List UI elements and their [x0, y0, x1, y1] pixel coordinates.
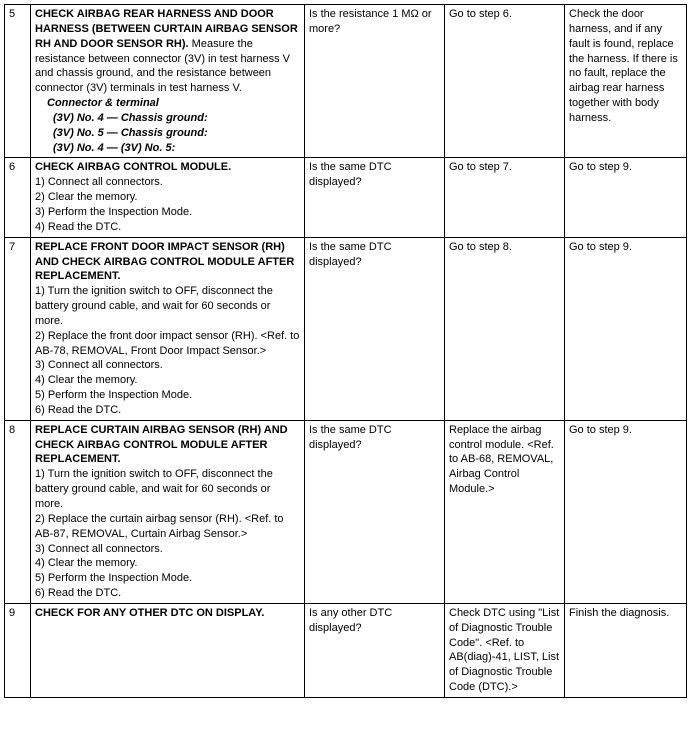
- no-cell: Go to step 9.: [565, 420, 687, 603]
- step-line: 6) Read the DTC.: [35, 404, 121, 416]
- step-cell: CHECK AIRBAG REAR HARNESS AND DOOR HARNE…: [31, 5, 305, 158]
- step-cell: REPLACE FRONT DOOR IMPACT SENSOR (RH) AN…: [31, 237, 305, 420]
- table-row: 9 CHECK FOR ANY OTHER DTC ON DISPLAY. Is…: [5, 603, 687, 697]
- step-subheading: Connector & terminal: [35, 96, 300, 111]
- question-cell: Is the same DTC displayed?: [305, 237, 445, 420]
- step-line: 1) Turn the ignition switch to OFF, disc…: [35, 468, 273, 510]
- yes-cell: Check DTC using "List of Diagnostic Trou…: [445, 603, 565, 697]
- table-row: 5 CHECK AIRBAG REAR HARNESS AND DOOR HAR…: [5, 5, 687, 158]
- table-row: 8 REPLACE CURTAIN AIRBAG SENSOR (RH) AND…: [5, 420, 687, 603]
- step-title: REPLACE CURTAIN AIRBAG SENSOR (RH) AND C…: [35, 424, 288, 466]
- step-number: 7: [5, 237, 31, 420]
- yes-cell: Replace the airbag control module. <Ref.…: [445, 420, 565, 603]
- step-line: 1) Turn the ignition switch to OFF, disc…: [35, 285, 273, 327]
- step-title: REPLACE FRONT DOOR IMPACT SENSOR (RH) AN…: [35, 241, 294, 283]
- step-terminal-line: (3V) No. 4 — (3V) No. 5:: [35, 141, 300, 156]
- step-line: 6) Read the DTC.: [35, 587, 121, 599]
- step-cell: CHECK FOR ANY OTHER DTC ON DISPLAY.: [31, 603, 305, 697]
- step-number: 5: [5, 5, 31, 158]
- step-line: 5) Perform the Inspection Mode.: [35, 572, 192, 584]
- question-cell: Is the resistance 1 MΩ or more?: [305, 5, 445, 158]
- step-line: 2) Replace the curtain airbag sensor (RH…: [35, 513, 284, 540]
- step-title: CHECK FOR ANY OTHER DTC ON DISPLAY.: [35, 607, 264, 619]
- step-line: 4) Read the DTC.: [35, 221, 121, 233]
- step-number: 6: [5, 158, 31, 237]
- step-line: 2) Clear the memory.: [35, 191, 138, 203]
- step-cell: REPLACE CURTAIN AIRBAG SENSOR (RH) AND C…: [31, 420, 305, 603]
- step-number: 8: [5, 420, 31, 603]
- no-cell: Go to step 9.: [565, 158, 687, 237]
- no-cell: Go to step 9.: [565, 237, 687, 420]
- step-line: 5) Perform the Inspection Mode.: [35, 389, 192, 401]
- step-terminal-line: (3V) No. 4 — Chassis ground:: [35, 111, 300, 126]
- question-cell: Is the same DTC displayed?: [305, 158, 445, 237]
- no-cell: Finish the diagnosis.: [565, 603, 687, 697]
- question-cell: Is any other DTC displayed?: [305, 603, 445, 697]
- table-row: 6 CHECK AIRBAG CONTROL MODULE. 1) Connec…: [5, 158, 687, 237]
- step-line: 3) Connect all connectors.: [35, 543, 163, 555]
- step-line: 1) Connect all connectors.: [35, 176, 163, 188]
- no-cell: Check the door harness, and if any fault…: [565, 5, 687, 158]
- step-line: 4) Clear the memory.: [35, 374, 138, 386]
- step-cell: CHECK AIRBAG CONTROL MODULE. 1) Connect …: [31, 158, 305, 237]
- step-line: 2) Replace the front door impact sensor …: [35, 330, 299, 357]
- step-line: 4) Clear the memory.: [35, 557, 138, 569]
- question-cell: Is the same DTC displayed?: [305, 420, 445, 603]
- diagnostic-table: 5 CHECK AIRBAG REAR HARNESS AND DOOR HAR…: [4, 4, 687, 698]
- yes-cell: Go to step 6.: [445, 5, 565, 158]
- yes-cell: Go to step 8.: [445, 237, 565, 420]
- step-title: CHECK AIRBAG REAR HARNESS AND DOOR HARNE…: [35, 8, 298, 50]
- table-row: 7 REPLACE FRONT DOOR IMPACT SENSOR (RH) …: [5, 237, 687, 420]
- step-number: 9: [5, 603, 31, 697]
- yes-cell: Go to step 7.: [445, 158, 565, 237]
- step-line: 3) Connect all connectors.: [35, 359, 163, 371]
- step-terminal-line: (3V) No. 5 — Chassis ground:: [35, 126, 300, 141]
- step-title: CHECK AIRBAG CONTROL MODULE.: [35, 161, 231, 173]
- step-line: 3) Perform the Inspection Mode.: [35, 206, 192, 218]
